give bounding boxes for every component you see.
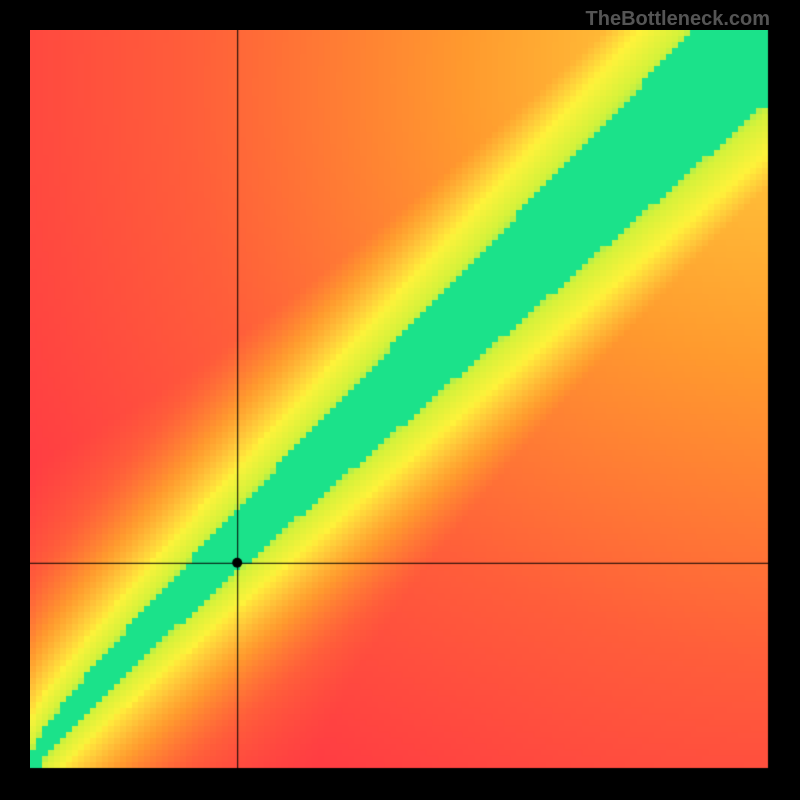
plot-area xyxy=(30,30,770,770)
watermark-text: TheBottleneck.com xyxy=(586,8,770,31)
heatmap-canvas xyxy=(30,30,770,770)
chart-container: TheBottleneck.com xyxy=(0,0,800,800)
